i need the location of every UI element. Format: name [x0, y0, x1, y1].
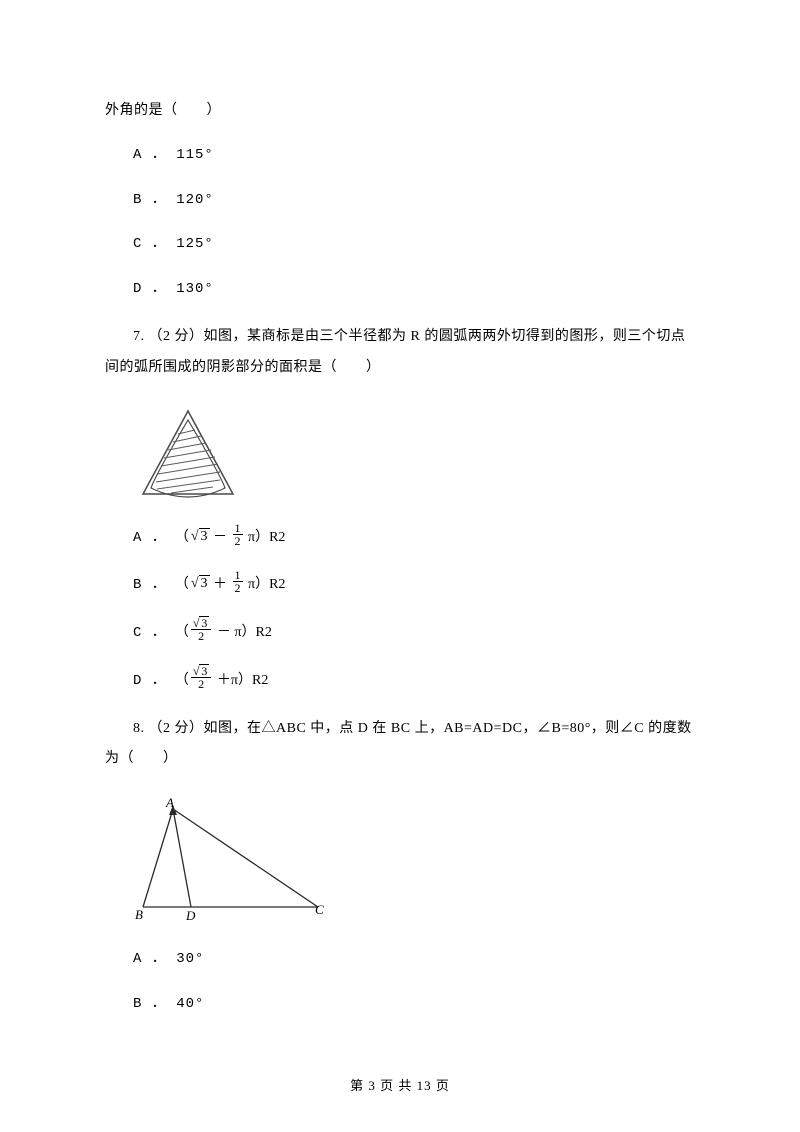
- q7-opt-c-label: C ．: [133, 621, 167, 641]
- page-footer: 第 3 页 共 13 页: [0, 1075, 800, 1094]
- q8-option-b: B ． 40°: [105, 993, 695, 1015]
- q7-option-d: D ． （√32 ＋π）R2: [105, 666, 695, 692]
- prev-option-c: C ． 125°: [105, 233, 695, 255]
- q7-opt-a-label: A ．: [133, 526, 167, 546]
- q8-text: 8. （2 分）如图，在△ABC 中，点 D 在 BC 上，AB=AD=DC，∠…: [105, 714, 695, 776]
- q7-figure: [133, 406, 695, 506]
- label-b: B: [135, 907, 143, 922]
- label-d: D: [185, 908, 196, 923]
- q7-option-a: A ． （√3 － 12 π）R2: [105, 524, 695, 549]
- prev-option-b: B ． 120°: [105, 189, 695, 211]
- q7-text: 7. （2 分）如图，某商标是由三个半径都为 R 的圆弧两两外切得到的图形，则三…: [105, 322, 695, 384]
- q7-option-b: B ． （√3 ＋ 12 π）R2: [105, 571, 695, 596]
- prev-option-d: D ． 130°: [105, 278, 695, 300]
- prev-option-a: A ． 115°: [105, 144, 695, 166]
- q8-figure: A B D C: [133, 797, 695, 930]
- q7-option-c: C ． （√32 － π）R2: [105, 618, 695, 644]
- q7-opt-d-label: D ．: [133, 669, 167, 689]
- prev-question-tail: 外角的是（ ）: [105, 100, 695, 122]
- q8-option-a: A ． 30°: [105, 948, 695, 970]
- label-c: C: [315, 902, 324, 917]
- q7-opt-b-label: B ．: [133, 573, 167, 593]
- label-a: A: [165, 797, 174, 810]
